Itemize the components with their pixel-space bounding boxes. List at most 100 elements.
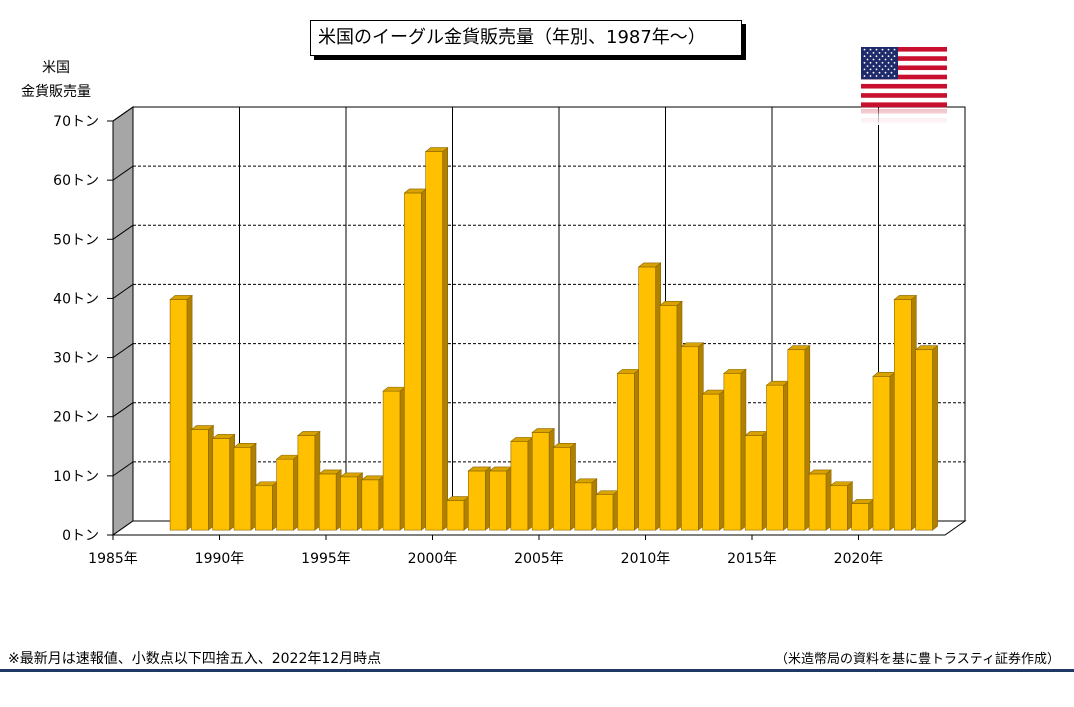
- flag-star: [893, 55, 896, 58]
- flag-star: [893, 68, 896, 71]
- flag-star: [884, 58, 887, 61]
- flag-star: [893, 75, 896, 77]
- bar: [595, 489, 619, 531]
- flag-stripe: [861, 102, 947, 108]
- flag-star: [875, 68, 878, 71]
- x-tick-label: 2015年: [727, 551, 777, 567]
- flag-star: [884, 65, 887, 67]
- flag-star: [881, 48, 884, 51]
- bar-front: [893, 299, 912, 531]
- bar: [637, 262, 662, 531]
- bar: [382, 386, 406, 531]
- flag-stripe: [861, 97, 947, 103]
- flag-stripe: [861, 56, 947, 62]
- bar-front: [702, 393, 720, 531]
- bar: [424, 146, 449, 531]
- flag-star: [890, 65, 893, 67]
- bar-front: [744, 435, 763, 531]
- flag-star: [887, 55, 890, 58]
- flag-star: [866, 65, 869, 67]
- x-tick-label: 2005年: [514, 551, 564, 567]
- x-tick-label: 1995年: [301, 551, 351, 567]
- bar-front: [638, 266, 657, 531]
- bar: [403, 188, 428, 531]
- flag-star: [890, 71, 893, 74]
- bar: [893, 294, 918, 531]
- bar: [850, 498, 875, 531]
- bar-front: [766, 384, 784, 531]
- bar-front: [318, 473, 337, 531]
- x-tick-label: 2010年: [621, 551, 671, 567]
- x-tick-label: 1985年: [88, 551, 138, 567]
- bar: [488, 466, 513, 531]
- bar-top: [339, 472, 364, 478]
- flag-stripe: [861, 65, 947, 71]
- y-gridline-side: [112, 343, 134, 358]
- bar: [765, 380, 790, 531]
- bar: [446, 495, 470, 531]
- bar-top: [723, 369, 747, 374]
- flag-reflection-fade: [860, 108, 948, 125]
- bar-front: [595, 494, 614, 531]
- flag-star: [878, 71, 881, 74]
- flag-star: [884, 71, 887, 74]
- flag-star: [893, 48, 896, 51]
- flag-star: [875, 48, 878, 51]
- bar-front: [723, 373, 742, 531]
- bar: [701, 389, 726, 531]
- x-tick-label: 1990年: [195, 551, 245, 567]
- flag-star: [884, 52, 887, 54]
- flag-star: [869, 55, 872, 58]
- bar: [872, 371, 896, 531]
- bar-side: [932, 345, 938, 531]
- bar-front: [680, 346, 699, 531]
- flag-star: [872, 52, 875, 54]
- bar: [360, 475, 385, 531]
- bar: [531, 427, 556, 531]
- flag-star: [875, 55, 878, 58]
- bar: [169, 294, 193, 531]
- flag-star: [890, 52, 893, 54]
- bar-top: [637, 262, 662, 268]
- bar-front: [212, 438, 230, 531]
- bar-front: [787, 349, 806, 531]
- bar-front: [276, 458, 294, 531]
- flag-stripe: [861, 83, 947, 89]
- y-tick-label: 10トン: [53, 469, 99, 485]
- bar: [254, 481, 279, 531]
- flag-star: [890, 58, 893, 61]
- bar-top: [786, 345, 811, 351]
- flag-star: [866, 71, 869, 74]
- bar: [680, 342, 705, 531]
- bar-front: [531, 432, 550, 531]
- flag-star: [872, 65, 875, 67]
- bar-front: [425, 151, 444, 531]
- bar: [297, 430, 321, 531]
- y-tick-label: 0トン: [62, 528, 99, 544]
- flag-star: [863, 55, 866, 58]
- bar-front: [255, 485, 273, 531]
- y-tick-label: 60トン: [53, 173, 99, 189]
- bar-top: [169, 295, 193, 300]
- bar-front: [446, 500, 465, 531]
- bar-front: [574, 482, 593, 531]
- flag-stripe: [861, 74, 947, 80]
- flag-stripe: [861, 47, 947, 52]
- bar: [211, 433, 236, 531]
- bar: [339, 472, 364, 531]
- bar-top: [318, 469, 343, 475]
- bar-front: [340, 476, 358, 531]
- bar-front: [553, 446, 571, 531]
- flag-star: [863, 68, 866, 71]
- flag-star: [881, 61, 884, 64]
- bar-front: [382, 390, 401, 531]
- y-tick-label: 20トン: [53, 410, 99, 426]
- x-tick-label: 2000年: [408, 551, 458, 567]
- flag-stripe: [861, 70, 947, 75]
- bar: [318, 469, 343, 531]
- bar: [510, 436, 534, 531]
- bar-top: [893, 295, 918, 300]
- y-axis-label: 米国 金貨販売量: [16, 56, 96, 104]
- bar: [552, 442, 577, 531]
